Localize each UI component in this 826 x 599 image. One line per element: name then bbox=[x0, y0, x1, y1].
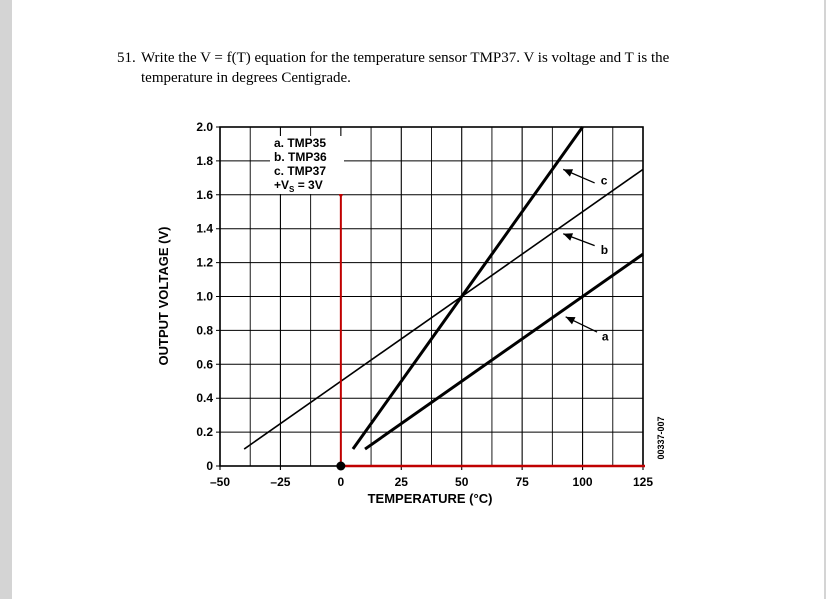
legend-supply: +VS = 3V bbox=[274, 178, 323, 194]
question-line-1: 51. Write the V = f(T) equation for the t… bbox=[117, 48, 757, 68]
question-text: 51. Write the V = f(T) equation for the t… bbox=[117, 48, 757, 88]
callout-arrowhead-a bbox=[565, 316, 576, 325]
legend-supply-prefix: +V bbox=[274, 178, 289, 192]
chart-series: c b a bbox=[243, 126, 644, 451]
y-tick-label: 0.4 bbox=[196, 391, 213, 405]
y-tick-label: 1.8 bbox=[196, 154, 213, 168]
x-tick-label: 50 bbox=[455, 475, 469, 489]
x-axis-label: TEMPERATURE (°C) bbox=[368, 491, 493, 506]
series-label-c: c bbox=[601, 174, 608, 188]
origin-dot bbox=[336, 461, 346, 471]
figure-code: 00337-007 bbox=[656, 416, 666, 459]
x-tick-label: –50 bbox=[210, 475, 230, 489]
x-tick-label: 100 bbox=[573, 475, 593, 489]
legend-supply-value: = 3V bbox=[294, 178, 322, 192]
y-tick-label: 1.4 bbox=[196, 222, 213, 236]
x-tick-label: 0 bbox=[338, 475, 345, 489]
x-tick-label: 25 bbox=[395, 475, 409, 489]
y-tick-label: 0.2 bbox=[196, 425, 213, 439]
y-tick-label: 0.6 bbox=[196, 357, 213, 371]
series-line-c bbox=[351, 126, 584, 450]
series-line-b bbox=[243, 168, 644, 450]
series-label-b: b bbox=[601, 243, 608, 257]
red-annotations bbox=[336, 193, 645, 471]
y-tick-label: 1.2 bbox=[196, 256, 213, 270]
y-tick-label: 1.6 bbox=[196, 188, 213, 202]
y-tick-label: 2.0 bbox=[196, 120, 213, 134]
x-tick-label: 75 bbox=[515, 475, 529, 489]
y-axis-label: OUTPUT VOLTAGE (V) bbox=[156, 227, 171, 366]
y-tick-label: 0.8 bbox=[196, 323, 213, 337]
legend-supply-sub: S bbox=[289, 185, 295, 194]
question-number: 51. bbox=[117, 50, 136, 66]
legend-box bbox=[270, 136, 344, 194]
x-tick-label: 125 bbox=[633, 475, 653, 489]
y-tick-label: 0 bbox=[206, 459, 213, 473]
legend-item-a: a. TMP35 bbox=[274, 136, 326, 150]
callout-arrowhead-c bbox=[563, 169, 574, 177]
series-label-a: a bbox=[602, 330, 609, 344]
document-page bbox=[12, 0, 824, 599]
series-line-a bbox=[364, 252, 644, 451]
y-tick-label: 1.0 bbox=[196, 290, 213, 304]
x-tick-label: –25 bbox=[270, 475, 290, 489]
legend-item-b: b. TMP36 bbox=[274, 150, 327, 164]
tick-labels: 0 0.2 0.4 0.6 0.8 1.0 1.2 1.4 1.6 1.8 2.0 –50 –25 0 25… bbox=[196, 120, 653, 489]
callout-arrowhead-b bbox=[563, 233, 574, 241]
question-line-1-text: Write the V = f(T) equation for the temp… bbox=[141, 50, 670, 66]
legend-item-c: c. TMP37 bbox=[274, 164, 326, 178]
question-line-2: temperature in degrees Centigrade. bbox=[141, 70, 351, 86]
